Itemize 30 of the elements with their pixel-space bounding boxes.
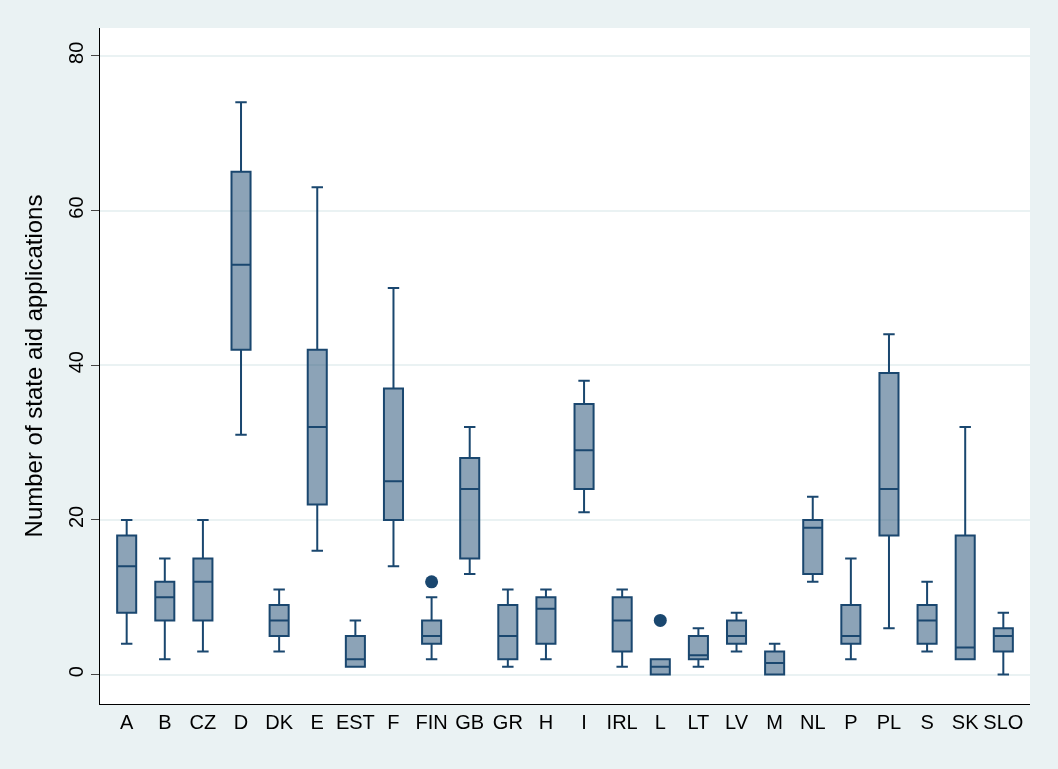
- y-tick-label: 0: [65, 666, 87, 678]
- x-tick-label: PL: [876, 711, 902, 733]
- x-tick-label: SLO: [983, 711, 1024, 733]
- x-tick-label: EST: [335, 711, 375, 733]
- x-tick-label: GR: [492, 711, 523, 733]
- x-tick-label: M: [766, 711, 783, 733]
- x-tick-label: GB: [455, 711, 485, 733]
- x-tick-label: E: [310, 711, 324, 733]
- x-tick-label: SK: [951, 711, 980, 733]
- x-tick-label: L: [654, 711, 666, 733]
- y-axis-title: Number of state aid applications: [20, 194, 48, 538]
- x-tick-label: NL: [799, 711, 826, 733]
- y-tick-label: 20: [65, 505, 87, 529]
- y-tick-label: 40: [65, 351, 87, 374]
- x-tick-label: IRL: [606, 711, 638, 733]
- x-tick-label: I: [581, 711, 587, 733]
- x-tick-label: H: [538, 711, 554, 733]
- y-tick-label: 80: [65, 41, 87, 64]
- x-tick-label: B: [158, 711, 172, 733]
- x-tick-label: D: [233, 711, 249, 733]
- x-tick-label: LT: [687, 711, 710, 733]
- x-tick-label: LV: [725, 711, 749, 733]
- x-tick-label: A: [120, 711, 135, 733]
- x-tick-label: P: [844, 711, 858, 733]
- x-tick-label: S: [920, 711, 934, 733]
- x-tick-label: F: [387, 711, 400, 733]
- y-tick-label: 60: [65, 196, 87, 219]
- x-tick-label: FIN: [415, 711, 448, 733]
- x-tick-label: DK: [265, 711, 294, 733]
- x-tick-label: CZ: [189, 711, 217, 733]
